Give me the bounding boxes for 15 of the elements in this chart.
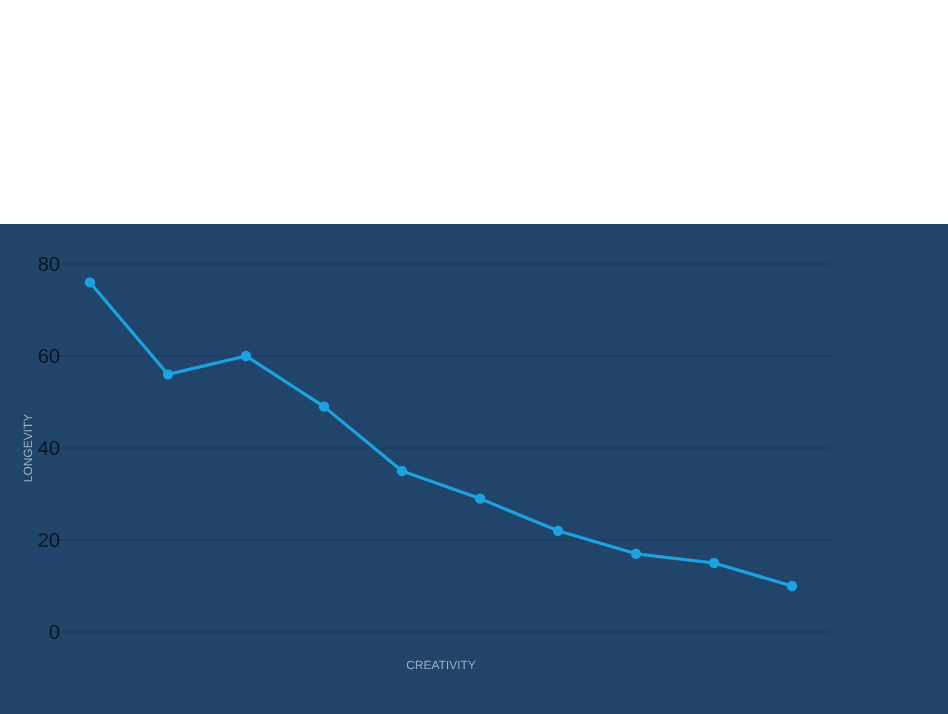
point <box>708 557 720 569</box>
point <box>396 465 408 477</box>
point <box>162 369 174 380</box>
point <box>240 350 252 362</box>
point <box>552 525 564 536</box>
y-tick-label: 20 <box>38 532 60 548</box>
y-tick-label: 40 <box>38 440 60 456</box>
point <box>474 493 486 504</box>
y-tick-label: 0 <box>49 624 60 640</box>
point <box>84 277 96 288</box>
point <box>630 548 642 559</box>
y-tick-label: 80 <box>38 256 60 272</box>
point <box>318 401 330 412</box>
y-tick-label: 60 <box>38 348 60 364</box>
point <box>786 580 798 592</box>
